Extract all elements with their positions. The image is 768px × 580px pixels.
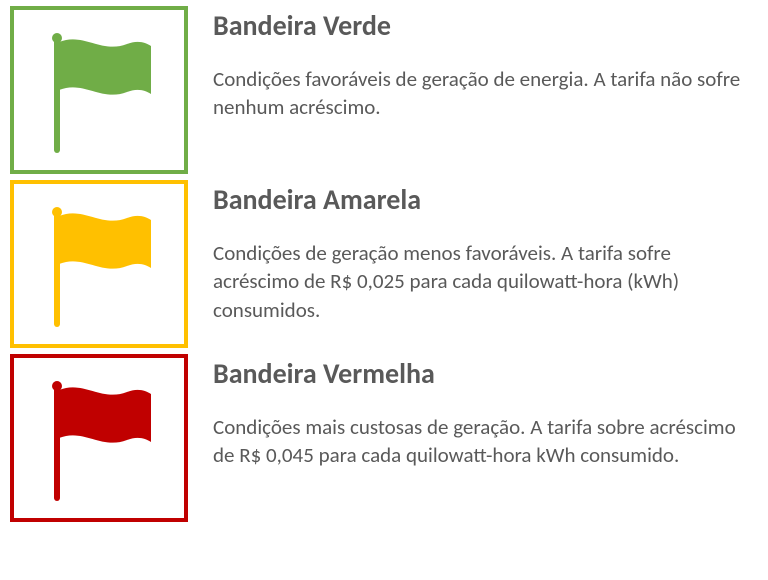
flag-content: Bandeira Verde Condições favoráveis de ge… (213, 6, 758, 122)
flag-row-red-flag: Bandeira Vermelha Condições mais custosas… (10, 354, 758, 522)
flag-box (10, 180, 188, 348)
flag-description: Condições de geração menos favoráveis. A… (213, 239, 758, 324)
flag-box (10, 354, 188, 522)
flag-title: Bandeira Amarela (213, 182, 758, 217)
flag-icon (29, 20, 169, 160)
flag-description: Condições mais custosas de geração. A ta… (213, 413, 758, 470)
flag-box (10, 6, 188, 174)
flag-description: Condições favoráveis de geração de energ… (213, 65, 758, 122)
flag-title: Bandeira Vermelha (213, 356, 758, 391)
flag-content: Bandeira Amarela Condições de geração men… (213, 180, 758, 324)
flag-title: Bandeira Verde (213, 8, 758, 43)
flag-row-green-flag: Bandeira Verde Condições favoráveis de ge… (10, 6, 758, 174)
flag-content: Bandeira Vermelha Condições mais custosas… (213, 354, 758, 470)
flag-row-yellow-flag: Bandeira Amarela Condições de geração men… (10, 180, 758, 348)
flag-icon (29, 194, 169, 334)
flag-icon (29, 368, 169, 508)
flags-infographic: Bandeira Verde Condições favoráveis de ge… (10, 6, 758, 522)
